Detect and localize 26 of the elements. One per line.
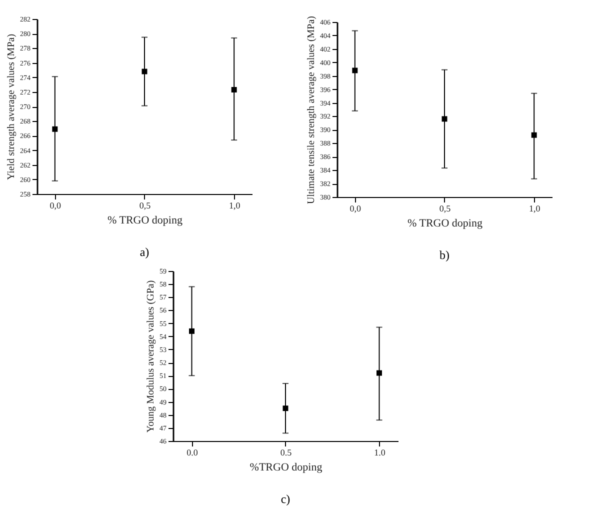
x-tick-label: 0,5: [139, 200, 152, 210]
x-axis-title: %TRGO doping: [250, 462, 323, 474]
x-tick-label: 0.5: [280, 448, 292, 458]
y-axis-title: Yield strength average values (MPa): [6, 34, 17, 180]
y-axis-title: Young Modulus average values (GPa): [146, 280, 156, 433]
x-axis-title: % TRGO doping: [408, 218, 483, 230]
x-tick-label: 0,0: [50, 200, 62, 210]
text: c): [280, 492, 290, 506]
y-axis-title: Ultimate tensile strength average values (MPa): [306, 16, 317, 204]
x-tick-label: 0.0: [186, 448, 198, 458]
text: b): [440, 248, 450, 262]
point: [52, 126, 58, 132]
x-axis-title: % TRGO doping: [108, 214, 183, 226]
point: [282, 406, 288, 412]
x-tick-label: 1.0: [374, 448, 386, 458]
point: [531, 132, 537, 138]
point: [352, 68, 358, 74]
x-tick-label: 1,0: [228, 200, 241, 210]
text: a): [140, 245, 150, 259]
x-tick-label: 1,0: [528, 204, 541, 214]
point: [376, 370, 382, 376]
point: [231, 86, 237, 92]
x-tick-label: 0,0: [350, 204, 362, 214]
x-tick-label: 0,5: [439, 204, 452, 214]
point: [189, 328, 194, 334]
point: [442, 116, 448, 122]
